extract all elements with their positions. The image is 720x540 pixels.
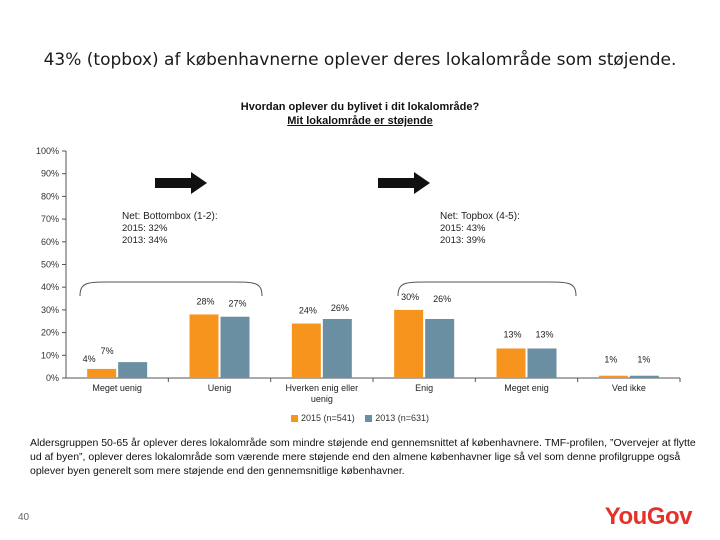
y-tick-label: 70% <box>41 214 59 224</box>
data-label-2015: 28% <box>196 296 214 306</box>
slide-notes: Aldersgruppen 50-65 år oplever deres lok… <box>30 437 696 477</box>
bar-2013 <box>425 318 455 378</box>
slide-headline: 43% (topbox) af københavnerne oplever de… <box>43 50 677 70</box>
chart-title-block: Hvordan oplever du bylivet i dit lokalom… <box>0 100 720 128</box>
data-label-2015: 13% <box>503 329 521 339</box>
net-annotation-2013: 2013: 39% <box>440 235 486 246</box>
bar-2015 <box>598 375 628 378</box>
x-tick-label: Meget uenig <box>92 383 142 393</box>
y-tick-label: 50% <box>41 260 59 270</box>
legend-swatch-2015 <box>290 415 298 423</box>
data-label-2013: 1% <box>637 355 650 365</box>
bar-2015 <box>496 348 526 378</box>
legend-swatch-2013 <box>365 415 373 423</box>
arrow-right-icon <box>155 172 207 194</box>
bottombox-bracket <box>79 281 263 297</box>
chart-title: Hvordan oplever du bylivet i dit lokalom… <box>240 101 480 113</box>
bar-2013 <box>322 318 352 378</box>
bar-2013 <box>527 348 557 378</box>
net-annotation-title: Net: Topbox (4-5): <box>440 211 520 222</box>
topbox-bracket <box>397 281 577 297</box>
bar-2015 <box>189 314 219 378</box>
legend-item-2013: 2013 (n=631) <box>365 413 429 423</box>
chart-subtitle: Mit lokalområde er støjende <box>287 115 433 127</box>
bar-2013 <box>629 375 659 378</box>
bar-2015 <box>394 309 424 378</box>
data-label-2013: 26% <box>433 294 451 304</box>
x-tick-label: uenig <box>311 394 333 404</box>
y-tick-label: 0% <box>46 373 59 383</box>
net-annotation-title: Net: Bottombox (1-2): <box>122 211 218 222</box>
x-tick-label: Uenig <box>208 383 232 393</box>
data-label-2013: 13% <box>535 329 553 339</box>
arrow-shape <box>378 172 430 194</box>
y-tick-label: 10% <box>41 350 59 360</box>
x-tick-label: Meget enig <box>504 383 549 393</box>
bar-chart: 0% 10% 20% 30% 40% 50% 60% 70% 80% 90% 100% Meget u… <box>36 146 681 404</box>
yougov-logo: YouGov <box>604 503 693 530</box>
data-label-2013: 7% <box>101 346 114 356</box>
bar-2013 <box>118 362 148 378</box>
net-annotation-2015: 2015: 43% <box>440 223 486 234</box>
y-tick-label: 60% <box>41 237 59 247</box>
y-tick-label: 80% <box>41 191 59 201</box>
data-label-2013: 27% <box>228 298 246 308</box>
bar-2013 <box>220 316 250 378</box>
page-number: 40 <box>18 512 30 523</box>
x-tick-label: Ved ikke <box>612 383 646 393</box>
y-tick-label: 30% <box>41 305 59 315</box>
legend-label-2013: 2013 (n=631) <box>375 413 430 423</box>
data-label-2015: 30% <box>401 292 419 302</box>
chart-legend: 2015 (n=541) 2013 (n=631) <box>0 413 720 423</box>
data-label-2015: 24% <box>299 306 317 316</box>
y-tick-label: 90% <box>41 169 59 179</box>
x-tick-label: Hverken enig eller <box>286 383 359 393</box>
net-annotation-2013: 2013: 34% <box>122 235 168 246</box>
data-label-2015: 4% <box>83 354 96 364</box>
bar-2015 <box>291 323 321 378</box>
data-label-2015: 1% <box>604 355 617 365</box>
arrow-right-icon <box>378 172 430 194</box>
y-tick-label: 100% <box>36 146 59 156</box>
net-annotation-2015: 2015: 32% <box>122 223 168 234</box>
arrow-shape <box>155 172 207 194</box>
y-tick-label: 20% <box>41 328 59 338</box>
data-label-2013: 26% <box>331 303 349 313</box>
legend-label-2015: 2015 (n=541) <box>300 413 355 423</box>
y-tick-label: 40% <box>41 282 59 292</box>
legend-item-2015: 2015 (n=541) <box>290 413 355 423</box>
x-tick-label: Enig <box>415 383 433 393</box>
bar-2015 <box>87 368 117 378</box>
